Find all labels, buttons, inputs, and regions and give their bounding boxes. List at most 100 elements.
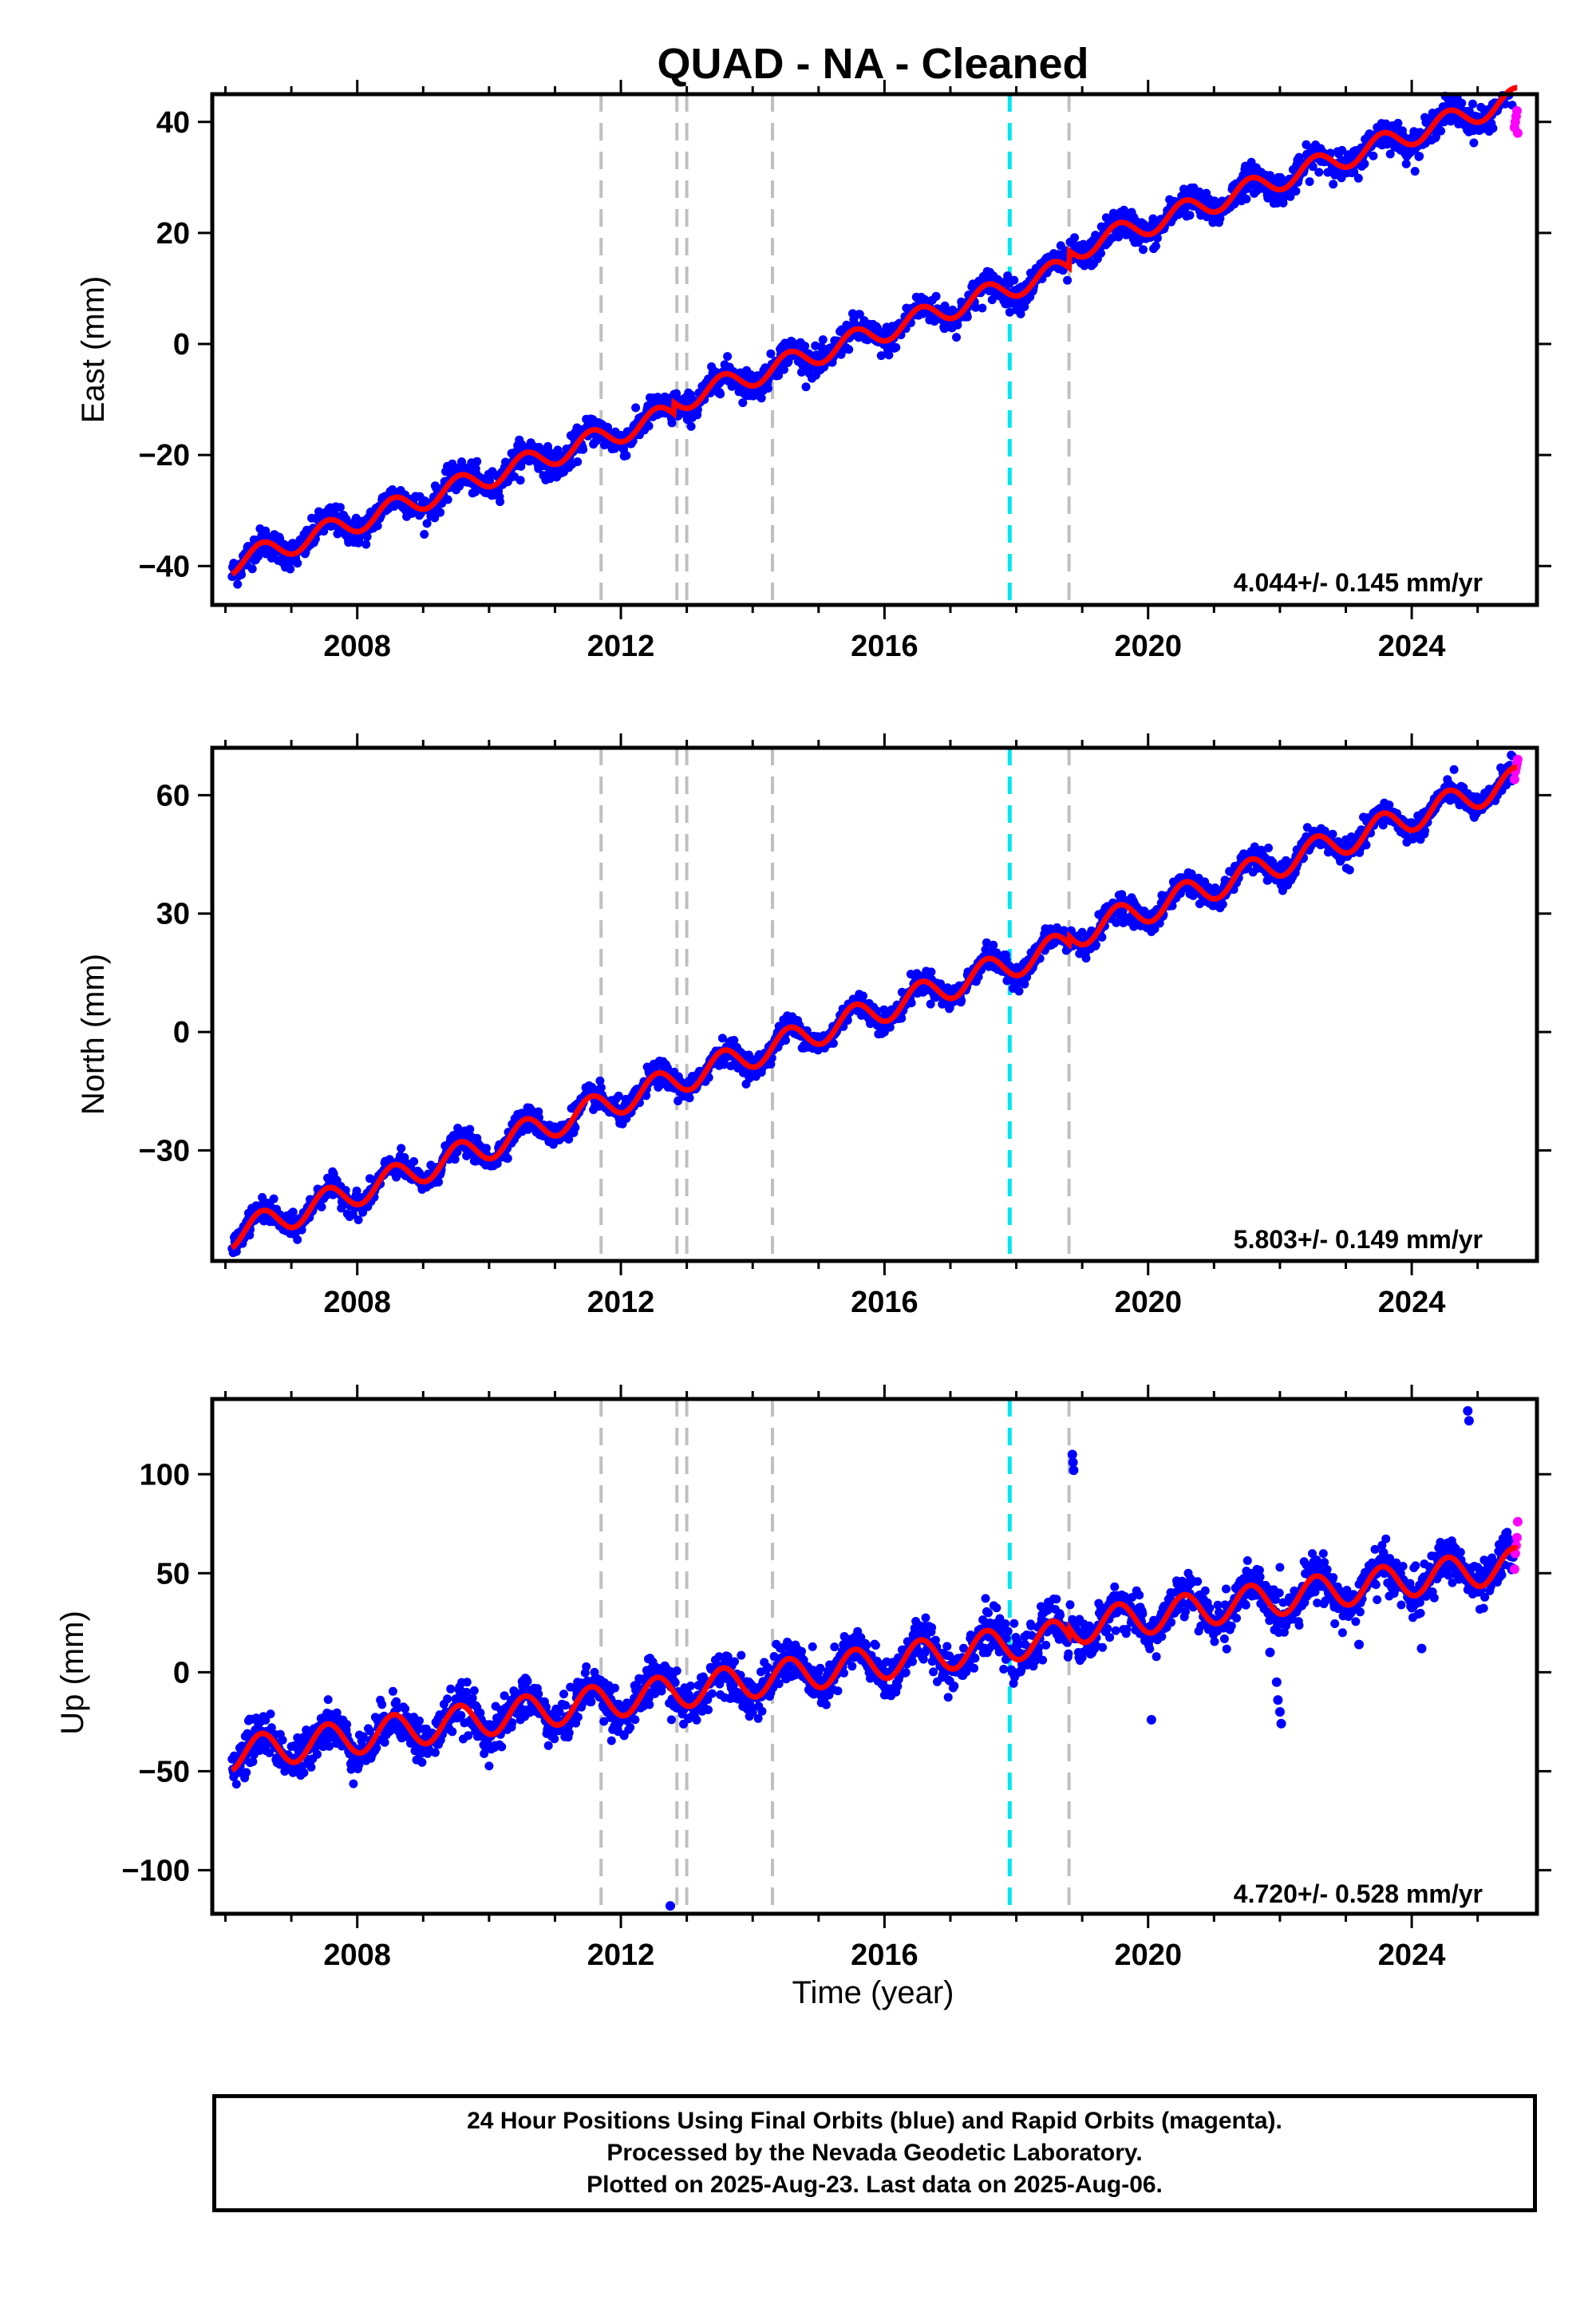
final-orbit-point [685, 1093, 694, 1103]
final-orbit-point [573, 457, 583, 467]
y-tick-label: −20 [139, 439, 190, 472]
y-tick-label: −40 [139, 550, 190, 583]
final-orbit-point [1469, 138, 1479, 148]
final-orbit-point [1308, 162, 1317, 172]
final-orbit-point [579, 445, 588, 454]
final-orbit-point [1360, 159, 1369, 168]
final-orbit-point [351, 513, 361, 523]
final-orbit-point [420, 530, 429, 539]
final-orbit-point [987, 295, 997, 305]
final-orbit-point [397, 1144, 406, 1153]
up-step-lines [599, 1399, 1071, 1914]
x-tick-label: 2020 [1114, 1286, 1182, 1319]
final-orbit-point [293, 559, 302, 568]
final-orbit-point [1457, 98, 1467, 108]
final-orbit-point [1195, 187, 1204, 196]
y-tick-label: 30 [156, 898, 190, 931]
final-orbit-point [286, 564, 295, 574]
final-orbit-point [1393, 118, 1403, 128]
final-orbit-point [855, 310, 864, 319]
final-orbit-point [622, 451, 631, 460]
x-tick-label: 2012 [587, 630, 655, 663]
final-orbit-point [313, 1749, 322, 1759]
final-orbit-point [738, 398, 748, 408]
final-orbit-point [1305, 177, 1314, 187]
final-orbit-point [931, 291, 941, 301]
final-orbit-point [317, 1202, 326, 1211]
east-rate-label: 4.044+/- 0.145 mm/yr [1234, 568, 1483, 597]
east-axis-title: East (mm) [76, 276, 111, 423]
final-orbit-point [1415, 152, 1424, 161]
final-orbit-point [953, 320, 962, 330]
x-tick-label: 2024 [1378, 1286, 1446, 1319]
final-orbit-point [1139, 245, 1148, 255]
final-orbit-point [1286, 192, 1295, 201]
final-orbit-point [1005, 307, 1014, 317]
final-orbit-point [1385, 149, 1395, 159]
final-orbit-point [723, 352, 733, 362]
final-orbit-point [1328, 829, 1337, 839]
final-orbit-point [1353, 173, 1363, 183]
final-orbit-point [335, 503, 345, 512]
final-orbit-point [644, 421, 654, 431]
rapid-orbit-point [1512, 128, 1523, 138]
final-orbit-point [1314, 168, 1324, 177]
final-orbit-point [1181, 203, 1190, 212]
final-orbit-point [1063, 275, 1073, 285]
final-orbit-point [989, 940, 998, 950]
y-tick-label: −30 [139, 1135, 190, 1168]
final-orbit-point [233, 579, 243, 589]
final-orbit-point [436, 508, 445, 517]
final-orbit-point [1242, 194, 1251, 204]
north-rate-label: 5.803+/- 0.149 mm/yr [1234, 1225, 1483, 1254]
final-orbit-point [247, 564, 257, 574]
final-orbit-point [1401, 159, 1411, 168]
final-orbit-point [242, 1768, 251, 1777]
final-orbit-point [1291, 187, 1301, 196]
final-orbit-point [1081, 954, 1091, 963]
final-orbit-point [779, 365, 788, 374]
final-orbit-point [361, 539, 371, 549]
final-orbit-point [299, 1768, 309, 1777]
y-tick-label: 0 [173, 1016, 190, 1049]
final-orbit-point [940, 301, 950, 310]
final-orbit-point [757, 393, 766, 403]
final-orbit-point [1218, 899, 1227, 909]
x-tick-label: 2016 [851, 1286, 918, 1319]
north-axis-title: North (mm) [76, 954, 111, 1115]
final-orbit-point [1349, 168, 1359, 177]
final-orbit-point [1151, 241, 1160, 251]
final-orbit-point [1369, 151, 1378, 160]
final-orbit-point [278, 1735, 287, 1745]
final-orbit-point [891, 342, 901, 352]
final-orbit-point [443, 495, 452, 504]
final-orbit-point [306, 1762, 316, 1772]
final-orbit-point [766, 349, 776, 358]
final-orbit-point [1410, 167, 1420, 176]
final-orbit-point [472, 456, 482, 466]
x-tick-label: 2012 [587, 1286, 655, 1319]
final-orbit-point [971, 302, 981, 312]
final-orbit-point [781, 1036, 790, 1045]
x-tick-label: 2008 [323, 1286, 391, 1319]
final-orbit-point [323, 1695, 333, 1705]
final-orbit-point [1436, 126, 1446, 136]
final-orbit-point [1264, 844, 1273, 852]
final-orbit-point [373, 521, 382, 531]
final-orbit-point [764, 384, 772, 393]
final-orbit-point [1016, 309, 1025, 318]
final-orbit-point [686, 421, 696, 431]
up-points [227, 1405, 1523, 1911]
final-orbit-point [434, 1177, 443, 1187]
final-orbit-point [1185, 211, 1195, 220]
final-orbit-point [1014, 986, 1024, 996]
x-tick-label: 2008 [323, 630, 391, 663]
final-orbit-point [1488, 124, 1498, 133]
final-orbit-point [362, 532, 372, 542]
final-orbit-point [667, 418, 677, 428]
final-orbit-point [801, 382, 811, 392]
final-orbit-point [231, 1780, 241, 1789]
